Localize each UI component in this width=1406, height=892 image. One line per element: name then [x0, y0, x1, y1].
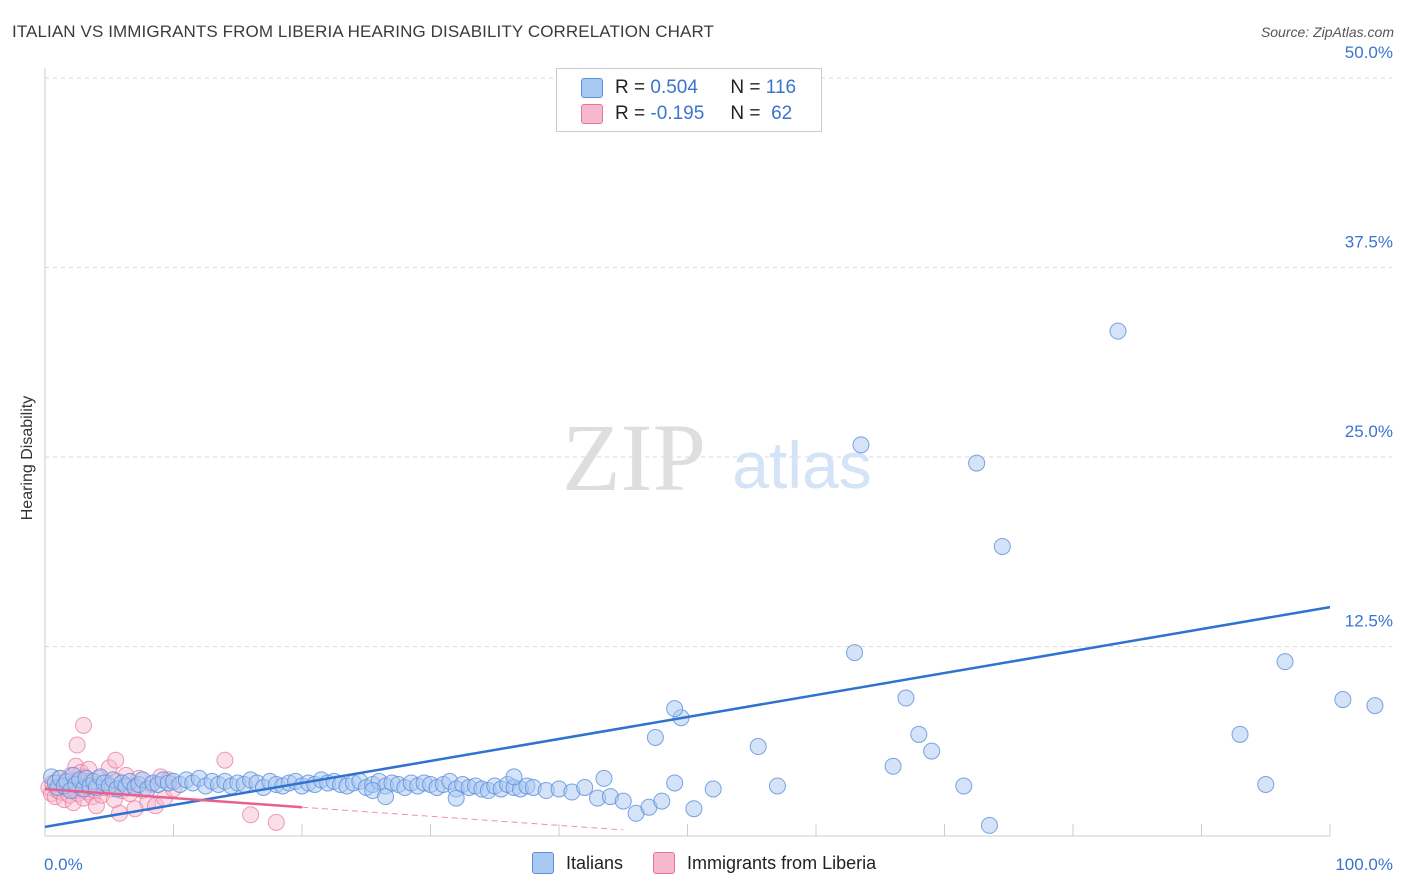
liberia-point	[68, 736, 86, 754]
italians-point	[704, 780, 722, 798]
x-tick-label: 0.0%	[44, 855, 83, 874]
italians-point	[884, 757, 902, 775]
italians-point	[666, 700, 684, 718]
liberia-point	[75, 716, 93, 734]
italians-point	[1109, 322, 1127, 340]
x-tick-label: 100.0%	[1335, 855, 1393, 874]
n-value: 116	[765, 77, 797, 98]
liberia-trend-extension	[301, 806, 624, 831]
italians-point	[505, 768, 523, 786]
liberia-point	[242, 806, 260, 824]
italians-point	[749, 738, 767, 756]
italians-point	[653, 792, 671, 810]
r-value: 0.504	[650, 77, 698, 98]
italians-point	[923, 742, 941, 760]
n-label: N =	[730, 77, 761, 98]
italians-point	[846, 644, 864, 662]
chart-title: ITALIAN VS IMMIGRANTS FROM LIBERIA HEARI…	[12, 22, 715, 41]
italians-point	[955, 777, 973, 795]
liberia-point	[267, 813, 285, 831]
italians-point	[768, 777, 786, 795]
italians-point	[447, 789, 465, 807]
italians-point	[1276, 653, 1294, 671]
y-tick-label: 50.0%	[1345, 43, 1393, 62]
liberia-point	[216, 751, 234, 769]
liberia-point	[126, 800, 144, 818]
liberia-point	[107, 751, 125, 769]
italians-points	[42, 322, 1384, 834]
italians-point	[852, 436, 870, 454]
legend-item-italians[interactable]: Italians	[532, 852, 623, 874]
liberia-swatch	[581, 104, 603, 124]
italians-swatch	[532, 852, 554, 874]
italians-point	[646, 728, 664, 746]
italians-point	[1257, 775, 1275, 793]
italians-point	[377, 788, 395, 806]
liberia-point	[87, 797, 105, 815]
italians-point	[614, 792, 632, 810]
italians-swatch	[581, 78, 603, 98]
y-tick-label: 37.5%	[1345, 233, 1393, 252]
italians-point	[1334, 691, 1352, 709]
italians-point	[910, 725, 928, 743]
italians-point	[980, 816, 998, 834]
n-value: 62	[771, 103, 793, 124]
italians-point	[685, 800, 703, 818]
italians-trend-line	[44, 605, 1331, 829]
italians-point	[1366, 697, 1384, 715]
legend-row-liberia: R = -0.195 N = 62	[581, 103, 792, 125]
italians-point	[576, 778, 594, 796]
liberia-trend-line	[44, 787, 303, 809]
r-label: R =	[615, 103, 646, 124]
legend-item-liberia[interactable]: Immigrants from Liberia	[653, 852, 876, 874]
axes	[44, 68, 1331, 837]
italians-point	[1231, 725, 1249, 743]
r-label: R =	[615, 77, 646, 98]
italians-point	[993, 537, 1011, 555]
italians-point	[968, 454, 986, 472]
y-tick-label: 25.0%	[1345, 422, 1393, 441]
n-label: N =	[730, 103, 761, 124]
r-value: -0.195	[650, 103, 705, 124]
legend-label: Italians	[566, 852, 624, 873]
italians-point	[897, 689, 915, 707]
source-label: Source: ZipAtlas.com	[1260, 24, 1394, 40]
liberia-swatch	[653, 852, 676, 874]
gridlines	[45, 77, 1392, 647]
stats-legend: R = 0.504 N = 116 R = -0.195 N = 62	[556, 68, 822, 132]
italians-point	[595, 769, 613, 787]
legend-label: Immigrants from Liberia	[687, 852, 877, 873]
watermark-zip: ZIP	[562, 404, 706, 511]
watermark-atlas: atlas	[732, 428, 871, 502]
legend-row-italians: R = 0.504 N = 116	[581, 77, 796, 99]
tick-labels: 12.5% 25.0% 37.5% 50.0% 0.0% 100.0%	[44, 43, 1393, 874]
trend-lines	[44, 605, 1331, 831]
italians-point	[666, 774, 684, 792]
series-legend: Italians Immigrants from Liberia	[532, 852, 906, 874]
y-tick-label: 12.5%	[1345, 612, 1393, 631]
